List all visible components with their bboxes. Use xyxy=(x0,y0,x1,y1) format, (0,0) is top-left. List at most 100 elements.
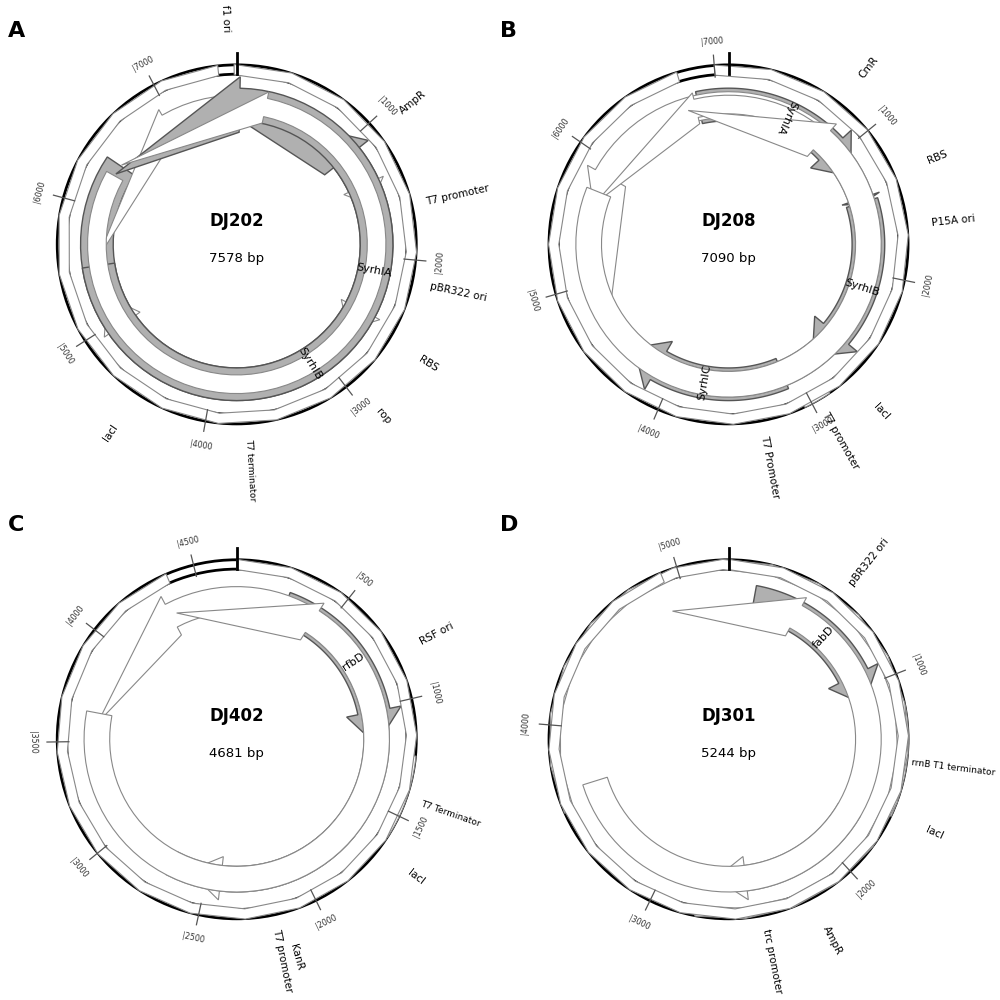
Polygon shape xyxy=(98,587,389,892)
Polygon shape xyxy=(311,335,344,369)
Polygon shape xyxy=(696,88,851,176)
Polygon shape xyxy=(549,559,908,919)
Polygon shape xyxy=(96,95,386,394)
Text: |5000: |5000 xyxy=(658,537,682,552)
Polygon shape xyxy=(59,64,417,423)
Polygon shape xyxy=(550,559,908,919)
Text: SyrhlA: SyrhlA xyxy=(356,262,393,279)
Polygon shape xyxy=(82,77,393,401)
Polygon shape xyxy=(104,297,238,397)
Text: pBR322 ori: pBR322 ori xyxy=(429,281,487,303)
Text: SyrhlA: SyrhlA xyxy=(774,99,798,135)
Text: |3000: |3000 xyxy=(627,914,652,932)
Text: |4500: |4500 xyxy=(176,534,200,549)
Text: T7 terminator: T7 terminator xyxy=(244,439,257,502)
Text: lacI: lacI xyxy=(924,825,945,841)
Text: 4681 bp: 4681 bp xyxy=(209,747,264,760)
Polygon shape xyxy=(223,89,236,120)
Text: |2000: |2000 xyxy=(434,250,445,274)
Text: |2000: |2000 xyxy=(921,273,935,297)
Text: trc promoter: trc promoter xyxy=(761,928,783,994)
Text: |7000: |7000 xyxy=(701,36,724,47)
Polygon shape xyxy=(297,110,383,205)
Text: 5244 bp: 5244 bp xyxy=(701,747,756,760)
Text: |2000: |2000 xyxy=(314,913,339,931)
Polygon shape xyxy=(379,755,416,837)
Text: |1000: |1000 xyxy=(376,95,398,118)
Polygon shape xyxy=(882,705,909,816)
Text: DJ208: DJ208 xyxy=(701,212,756,230)
Polygon shape xyxy=(801,385,830,407)
Polygon shape xyxy=(84,603,389,892)
Polygon shape xyxy=(841,172,879,205)
Text: AmpR: AmpR xyxy=(821,924,844,956)
Polygon shape xyxy=(549,65,908,424)
Polygon shape xyxy=(279,593,401,745)
Polygon shape xyxy=(595,93,878,394)
Text: |2500: |2500 xyxy=(181,932,206,945)
Text: rfbD: rfbD xyxy=(340,650,366,672)
Text: SyrhlC: SyrhlC xyxy=(696,364,713,401)
Text: |5000: |5000 xyxy=(525,289,540,313)
Text: SyrhlB: SyrhlB xyxy=(297,345,324,381)
Text: T7 Promoter: T7 Promoter xyxy=(760,434,781,499)
Polygon shape xyxy=(189,820,355,900)
Polygon shape xyxy=(634,341,789,401)
Text: RBS: RBS xyxy=(926,148,949,166)
Text: rrnB T1 terminator: rrnB T1 terminator xyxy=(911,758,995,777)
Text: fabD: fabD xyxy=(811,624,836,650)
Text: T7 Terminator: T7 Terminator xyxy=(419,799,481,828)
Text: |3500: |3500 xyxy=(28,731,38,754)
Text: RBS: RBS xyxy=(417,354,440,374)
Text: T7 promoter: T7 promoter xyxy=(425,183,490,207)
Text: |6000: |6000 xyxy=(551,117,571,140)
Text: D: D xyxy=(500,515,518,535)
Polygon shape xyxy=(751,586,878,704)
Polygon shape xyxy=(81,106,393,401)
Text: lacI: lacI xyxy=(871,401,891,421)
Text: |5000: |5000 xyxy=(55,342,75,366)
Text: |4000: |4000 xyxy=(636,423,661,440)
Text: rop: rop xyxy=(374,407,392,427)
Text: B: B xyxy=(500,21,517,41)
Text: DJ301: DJ301 xyxy=(701,707,756,725)
Text: AmpR: AmpR xyxy=(397,89,428,116)
Text: A: A xyxy=(8,21,26,41)
Polygon shape xyxy=(715,803,861,900)
Polygon shape xyxy=(812,198,885,356)
Text: |2000: |2000 xyxy=(855,878,878,900)
Text: T7 promoter: T7 promoter xyxy=(271,928,294,994)
Text: DJ202: DJ202 xyxy=(209,212,264,230)
Text: C: C xyxy=(8,515,25,535)
Polygon shape xyxy=(341,210,389,329)
Text: KanR: KanR xyxy=(289,943,305,972)
Text: CmR: CmR xyxy=(857,54,880,80)
Text: |3000: |3000 xyxy=(349,396,372,417)
Text: pBR322 ori: pBR322 ori xyxy=(847,536,891,588)
Text: 7578 bp: 7578 bp xyxy=(209,252,264,265)
Text: |1000: |1000 xyxy=(876,104,897,127)
Text: |1000: |1000 xyxy=(910,653,927,677)
Text: RSF ori: RSF ori xyxy=(418,621,455,647)
Text: |6000: |6000 xyxy=(33,179,47,204)
Text: 7090 bp: 7090 bp xyxy=(701,252,756,265)
Text: lacI: lacI xyxy=(102,422,120,443)
Text: |1500: |1500 xyxy=(412,814,430,839)
Text: |4000: |4000 xyxy=(189,439,213,451)
Text: P15A ori: P15A ori xyxy=(931,214,976,228)
Polygon shape xyxy=(88,92,386,394)
Polygon shape xyxy=(588,92,881,397)
Text: |1000: |1000 xyxy=(428,681,442,705)
Polygon shape xyxy=(583,598,881,892)
Text: T7 promoter: T7 promoter xyxy=(820,410,861,471)
Text: |3000: |3000 xyxy=(811,416,835,434)
Text: SyrhlB: SyrhlB xyxy=(843,277,880,298)
Text: DJ402: DJ402 xyxy=(209,707,264,725)
Text: |500: |500 xyxy=(354,571,373,589)
Text: f1 ori: f1 ori xyxy=(220,5,232,32)
Text: |7000: |7000 xyxy=(131,54,155,73)
Text: |4000: |4000 xyxy=(65,603,86,627)
Text: lacI: lacI xyxy=(406,868,426,887)
Text: |4000: |4000 xyxy=(520,711,531,735)
Polygon shape xyxy=(57,559,417,919)
